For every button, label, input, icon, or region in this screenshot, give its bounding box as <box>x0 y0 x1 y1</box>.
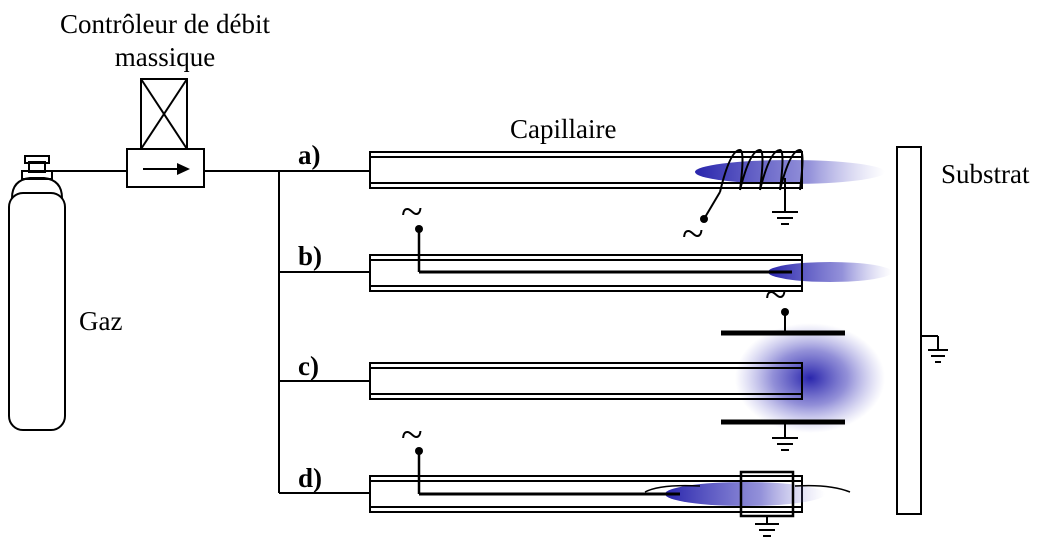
gas-manifold <box>204 170 370 494</box>
config-tag-b: b) <box>298 241 322 271</box>
ac-source-d: ~ <box>401 412 423 457</box>
coil-electrode <box>719 148 804 193</box>
config-a-setup: ~ <box>369 148 885 256</box>
plasma-plume-c <box>735 323 885 433</box>
config-c-setup: ~ <box>369 272 885 451</box>
flow-arrow-icon <box>177 163 190 175</box>
config-d-setup: ~ <box>369 412 851 537</box>
plasma-plume-b <box>768 262 892 282</box>
gas-label: Gaz <box>79 306 122 336</box>
plasma-plume-d <box>665 482 825 506</box>
substrate-label: Substrat <box>941 159 1030 189</box>
config-tag-a: a) <box>298 140 321 170</box>
controller-label-line1: Contrôleur de débit <box>60 9 270 39</box>
ac-source-b: ~ <box>401 189 423 234</box>
substrate <box>896 146 948 515</box>
capillary-label: Capillaire <box>510 114 616 144</box>
gas-cylinder <box>8 155 127 431</box>
config-tag-d: d) <box>298 463 322 493</box>
controller-label-line2: massique <box>115 42 216 72</box>
config-tag-c: c) <box>298 351 319 381</box>
ac-source-c: ~ <box>765 272 787 317</box>
mass-flow-controller <box>126 78 205 188</box>
ac-source-a: ~ <box>682 211 704 256</box>
config-b-setup: ~ <box>369 189 892 292</box>
